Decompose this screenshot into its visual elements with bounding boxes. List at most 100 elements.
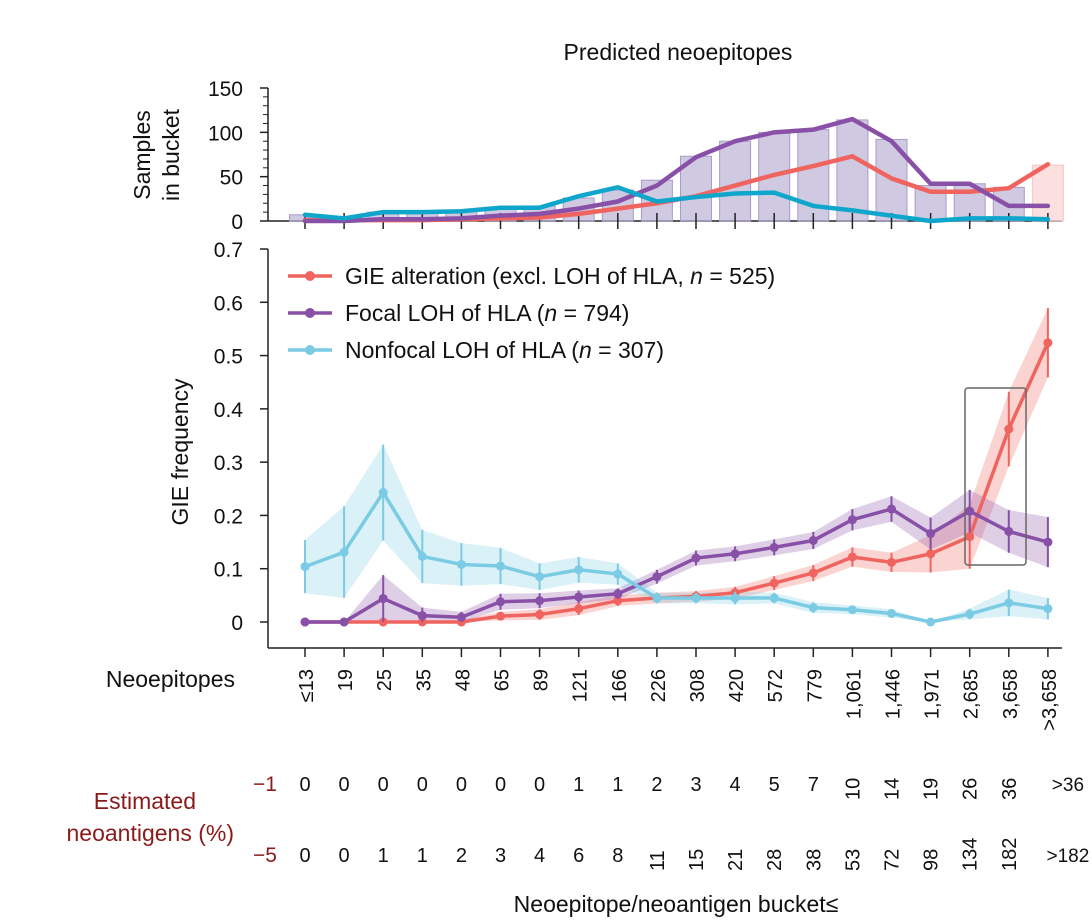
bottom-y-tick-label: 0.3 <box>214 452 243 475</box>
data-point-1 <box>535 596 545 606</box>
bottom-y-tick-label: 0.2 <box>214 505 243 528</box>
neoantigen-row2-value: 21 <box>725 849 747 871</box>
neoepitope-bucket-label: 308 <box>687 669 709 702</box>
neoantigen-row1-value: 26 <box>960 778 982 800</box>
neoantigen-row2-value: 2 <box>456 845 467 867</box>
data-point-0 <box>613 596 623 606</box>
bottom-y-label: GIE frequency <box>167 378 193 526</box>
data-point-0 <box>887 557 896 567</box>
data-point-1 <box>808 535 818 545</box>
neoantigen-row2-value: 28 <box>764 849 786 871</box>
data-point-1 <box>691 553 701 563</box>
data-point-2 <box>535 572 545 582</box>
neoantigen-row1-value: 4 <box>730 774 741 796</box>
series-line-2 <box>304 490 1049 624</box>
top-y-tick-label: 100 <box>208 122 243 145</box>
data-point-1 <box>456 612 466 622</box>
legend-marker-1 <box>305 308 315 318</box>
data-point-1 <box>730 549 740 559</box>
neoantigen-row1-value: 0 <box>339 774 350 796</box>
data-point-1 <box>574 592 584 602</box>
neoepitope-bucket-label: 1,446 <box>883 669 905 719</box>
top-y-tick-label: 50 <box>220 167 243 190</box>
data-point-2 <box>887 608 896 618</box>
bottom-y-tick-label: 0.7 <box>214 239 243 262</box>
estimated-label-line-1: Estimated <box>94 788 196 814</box>
legend-label-2: Nonfocal LOH of HLA (n = 307) <box>345 337 664 363</box>
neoantigen-row1-value: 0 <box>417 774 428 796</box>
neoantigen-row1-value: 36 <box>999 778 1021 800</box>
data-point-0 <box>574 604 584 614</box>
data-point-1 <box>378 594 388 604</box>
neoepitope-bucket-label: 35 <box>413 669 435 691</box>
estimated-label-line-2: neoantigens (%) <box>67 820 235 846</box>
neoantigen-row1-value: 0 <box>299 774 310 796</box>
row2-rate-label: −5 <box>253 844 277 867</box>
data-point-2 <box>574 565 584 575</box>
row1-rate-label: −1 <box>253 773 277 796</box>
data-point-1 <box>339 617 349 627</box>
data-point-0 <box>769 578 779 588</box>
neoepitope-bucket-label: 166 <box>609 669 631 702</box>
neoantigen-row2-value: 38 <box>803 849 825 871</box>
data-point-1 <box>965 506 975 516</box>
neoantigen-row2-value: 4 <box>534 845 545 867</box>
data-point-2 <box>926 617 936 627</box>
data-point-1 <box>300 617 310 627</box>
neoepitope-bucket-label: >3,658 <box>1039 669 1061 731</box>
bottom-y-tick-label: 0.5 <box>214 346 243 369</box>
bottom-y-tick-label: 0.1 <box>214 559 243 582</box>
neoantigen-row2-value: 15 <box>686 849 708 871</box>
neoantigen-row2-value: 134 <box>960 838 982 871</box>
neoantigen-row2-value: 3 <box>495 845 506 867</box>
legend-marker-2 <box>305 345 315 355</box>
neoantigen-row1-value: 3 <box>690 774 701 796</box>
data-point-2 <box>1004 598 1014 608</box>
neoepitope-bucket-label: 89 <box>531 669 553 691</box>
data-point-2 <box>1043 604 1053 614</box>
neoantigen-row2-value: 72 <box>882 849 904 871</box>
neoantigen-row1-value: 5 <box>769 774 780 796</box>
neoantigen-row1-value: 2 <box>651 774 662 796</box>
neoantigen-row2-value: 0 <box>339 845 350 867</box>
data-point-2 <box>965 609 975 619</box>
neoepitope-bucket-label: 420 <box>726 669 748 702</box>
neoepitope-bucket-label: 1,061 <box>843 669 865 719</box>
data-point-2 <box>378 488 388 498</box>
data-point-2 <box>847 605 857 615</box>
top-series-line-1 <box>302 116 1051 224</box>
data-point-0 <box>808 568 818 578</box>
bottom-y-tick-label: 0.4 <box>214 399 244 422</box>
neoantigen-row2-value: 6 <box>573 845 584 867</box>
series-line-0 <box>305 342 1050 624</box>
data-point-2 <box>496 561 505 571</box>
top-chart-title: Predicted neoepitopes <box>564 39 793 65</box>
data-point-2 <box>300 562 310 572</box>
bottom-y-tick-label: 0 <box>231 612 243 635</box>
top-series-line-2 <box>302 185 1051 224</box>
neoantigen-row2-value: 98 <box>921 849 943 871</box>
neoantigen-row1-value: 0 <box>495 774 506 796</box>
ci-band-1 <box>305 489 1048 622</box>
data-point-2 <box>652 593 662 603</box>
data-point-1 <box>1043 537 1053 547</box>
neoepitope-bucket-label: 572 <box>765 669 787 702</box>
neoantigen-row1-value: 10 <box>842 778 864 800</box>
neoantigen-row2-value: 8 <box>612 845 623 867</box>
legend-label-1: Focal LOH of HLA (n = 794) <box>345 300 629 326</box>
data-point-0 <box>496 611 505 621</box>
data-point-1 <box>496 597 505 607</box>
top-y-label-line-1: Samples <box>129 110 155 199</box>
top-bar <box>836 119 869 222</box>
neoepitope-bucket-label: 3,658 <box>1000 669 1022 719</box>
neoepitopes-row-label: Neoepitopes <box>106 666 235 692</box>
neoantigen-row2-value: 11 <box>647 850 669 871</box>
neoantigen-row2-value: 1 <box>378 845 389 867</box>
data-point-1 <box>887 504 896 514</box>
ci-band-2 <box>305 444 1048 622</box>
data-point-1 <box>847 515 857 525</box>
neoantigen-row1-value: 0 <box>534 774 545 796</box>
neoantigen-row1-value: 14 <box>882 778 904 800</box>
